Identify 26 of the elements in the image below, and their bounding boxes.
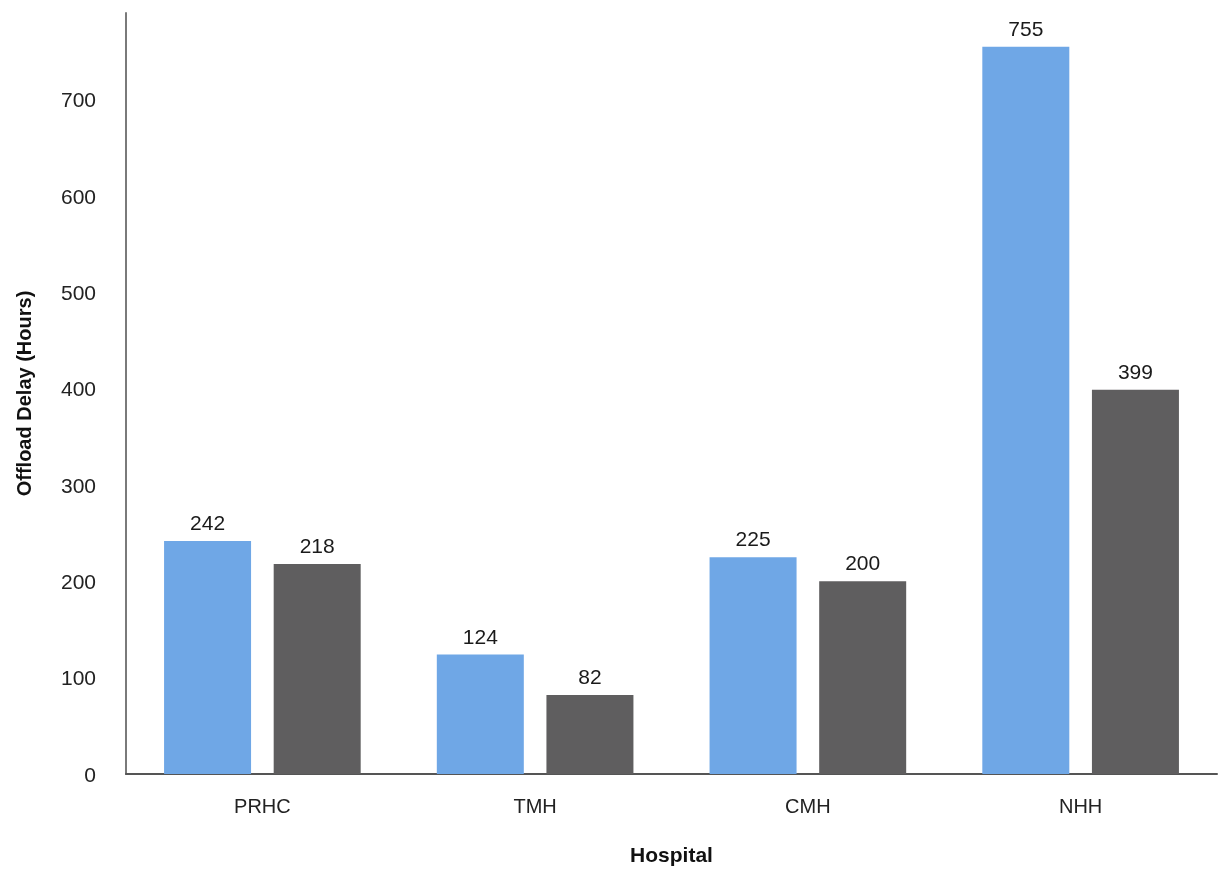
y-tick-label: 600 bbox=[60, 184, 96, 208]
x-tick-label: NHH bbox=[1058, 795, 1103, 817]
data-label: 225 bbox=[735, 527, 771, 551]
y-tick-label: 700 bbox=[60, 88, 96, 112]
x-axis-title: Hospital bbox=[630, 843, 713, 866]
y-tick-label: 300 bbox=[60, 473, 96, 497]
data-label: 218 bbox=[299, 534, 335, 557]
x-tick-label: CMH bbox=[785, 795, 831, 817]
data-label: 755 bbox=[1008, 16, 1044, 40]
data-label: 124 bbox=[462, 624, 499, 648]
x-tick-label: TMH bbox=[513, 795, 557, 817]
y-tick-label: 500 bbox=[60, 280, 96, 304]
data-label: 200 bbox=[845, 551, 881, 575]
bar bbox=[982, 46, 1070, 774]
data-label: 82 bbox=[578, 665, 602, 689]
bar bbox=[709, 557, 797, 774]
bar bbox=[164, 540, 252, 774]
y-tick-label: 200 bbox=[60, 569, 96, 593]
data-label: 242 bbox=[190, 510, 226, 534]
x-tick-label: PRHC bbox=[234, 795, 291, 817]
y-tick-label: 100 bbox=[60, 666, 96, 690]
data-label: 399 bbox=[1117, 359, 1153, 383]
y-tick-label: 0 bbox=[84, 762, 96, 786]
y-axis-title: Offload Delay (Hours) bbox=[13, 290, 35, 497]
y-tick-label: 400 bbox=[60, 377, 96, 401]
bar bbox=[436, 654, 524, 774]
